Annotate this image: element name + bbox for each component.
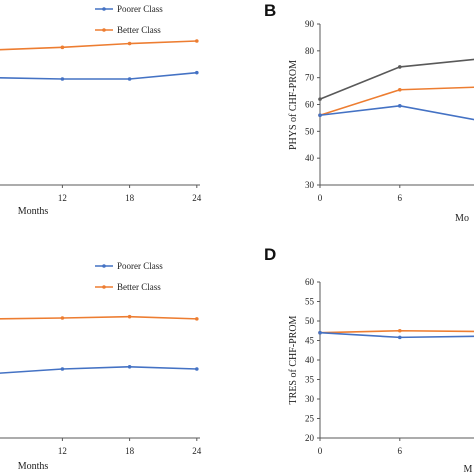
legend-entry: Poorer Class	[117, 261, 163, 271]
y-tick-label: 30	[305, 394, 315, 404]
x-axis-label: Mo	[455, 213, 469, 224]
y-axis-label: PHYS of CHF-PROM	[288, 60, 299, 150]
chart-panel-3: 12 18 24 Months Poorer Class Better Class	[0, 261, 202, 472]
y-tick-label: 40	[305, 153, 315, 163]
panel-label-d: D	[264, 245, 276, 264]
data-point	[398, 87, 402, 92]
legend-entry: Better Class	[117, 282, 161, 292]
y-tick-label: 80	[305, 46, 315, 56]
series-line-poorer-class	[0, 71, 197, 80]
legend-marker	[102, 28, 106, 32]
series-line-better-class	[0, 315, 197, 320]
data-point	[127, 314, 132, 319]
y-tick-label: 70	[305, 73, 315, 83]
data-point	[127, 41, 132, 46]
data-point	[318, 113, 322, 118]
x-tick-label: 6	[398, 446, 403, 456]
y-tick-label: 60	[305, 277, 315, 287]
series-line-better-class	[0, 40, 197, 51]
x-axis-label: Months	[18, 206, 49, 217]
chart-panel-2: 30 40 50 60 70 80 90 PHYS of CHF-PROM B 0 6 Mo	[264, 1, 474, 224]
x-tick-label: 0	[318, 446, 323, 456]
data-point	[195, 367, 199, 371]
chart-panel-1: 12 18 24 Months Poorer Class Better Class	[0, 4, 202, 217]
data-point	[398, 335, 402, 340]
data-point	[195, 317, 199, 321]
data-point	[195, 39, 199, 43]
series-line-better-class	[319, 329, 474, 334]
series-line-better-class	[319, 86, 474, 116]
x-tick-label: 6	[398, 193, 403, 203]
y-tick-label: 90	[305, 19, 315, 29]
series-line-poorer-class	[319, 105, 474, 121]
data-point	[195, 70, 199, 75]
y-tick-label: 60	[305, 100, 315, 110]
legend-marker	[102, 7, 106, 11]
x-tick-label: 24	[192, 446, 202, 456]
series-line-poorer-class	[319, 331, 474, 339]
x-axis-label: Months	[18, 461, 49, 472]
data-point	[127, 364, 132, 369]
y-tick-label: 35	[305, 375, 315, 385]
series-line-series-1	[319, 58, 474, 100]
data-point	[60, 367, 65, 371]
y-tick-label: 50	[305, 126, 315, 136]
y-tick-label: 30	[305, 180, 315, 190]
data-point	[60, 45, 65, 50]
data-point	[60, 77, 65, 81]
data-point	[60, 316, 65, 320]
x-tick-label: 12	[58, 193, 67, 203]
y-tick-label: 50	[305, 316, 315, 326]
x-axis-label: M	[464, 464, 473, 474]
x-tick-label: 24	[192, 193, 202, 203]
data-point	[127, 77, 132, 81]
chart-panel-4: 20 25 30 35 40 45 50 55 60 TRES of CHF-PROM D 0 6 M	[264, 245, 474, 474]
legend-marker	[102, 285, 106, 289]
legend-entry: Poorer Class	[117, 4, 163, 14]
y-tick-label: 45	[305, 336, 315, 346]
data-point	[398, 328, 402, 333]
legend-entry: Better Class	[117, 25, 161, 35]
legend-marker	[102, 264, 106, 268]
x-tick-label: 18	[125, 193, 135, 203]
data-point	[398, 104, 402, 108]
y-tick-label: 55	[305, 297, 315, 307]
data-point	[318, 97, 322, 101]
y-axis-label: TRES of CHF-PROM	[288, 315, 299, 404]
y-tick-label: 40	[305, 355, 315, 365]
data-point	[318, 330, 322, 335]
y-tick-label: 20	[305, 433, 315, 443]
x-tick-label: 0	[318, 193, 323, 203]
x-tick-label: 18	[125, 446, 135, 456]
panel-label-b: B	[264, 1, 276, 20]
y-tick-label: 25	[305, 414, 315, 424]
x-tick-label: 12	[58, 446, 67, 456]
series-line-poorer-class	[0, 365, 197, 374]
data-point	[398, 65, 402, 69]
